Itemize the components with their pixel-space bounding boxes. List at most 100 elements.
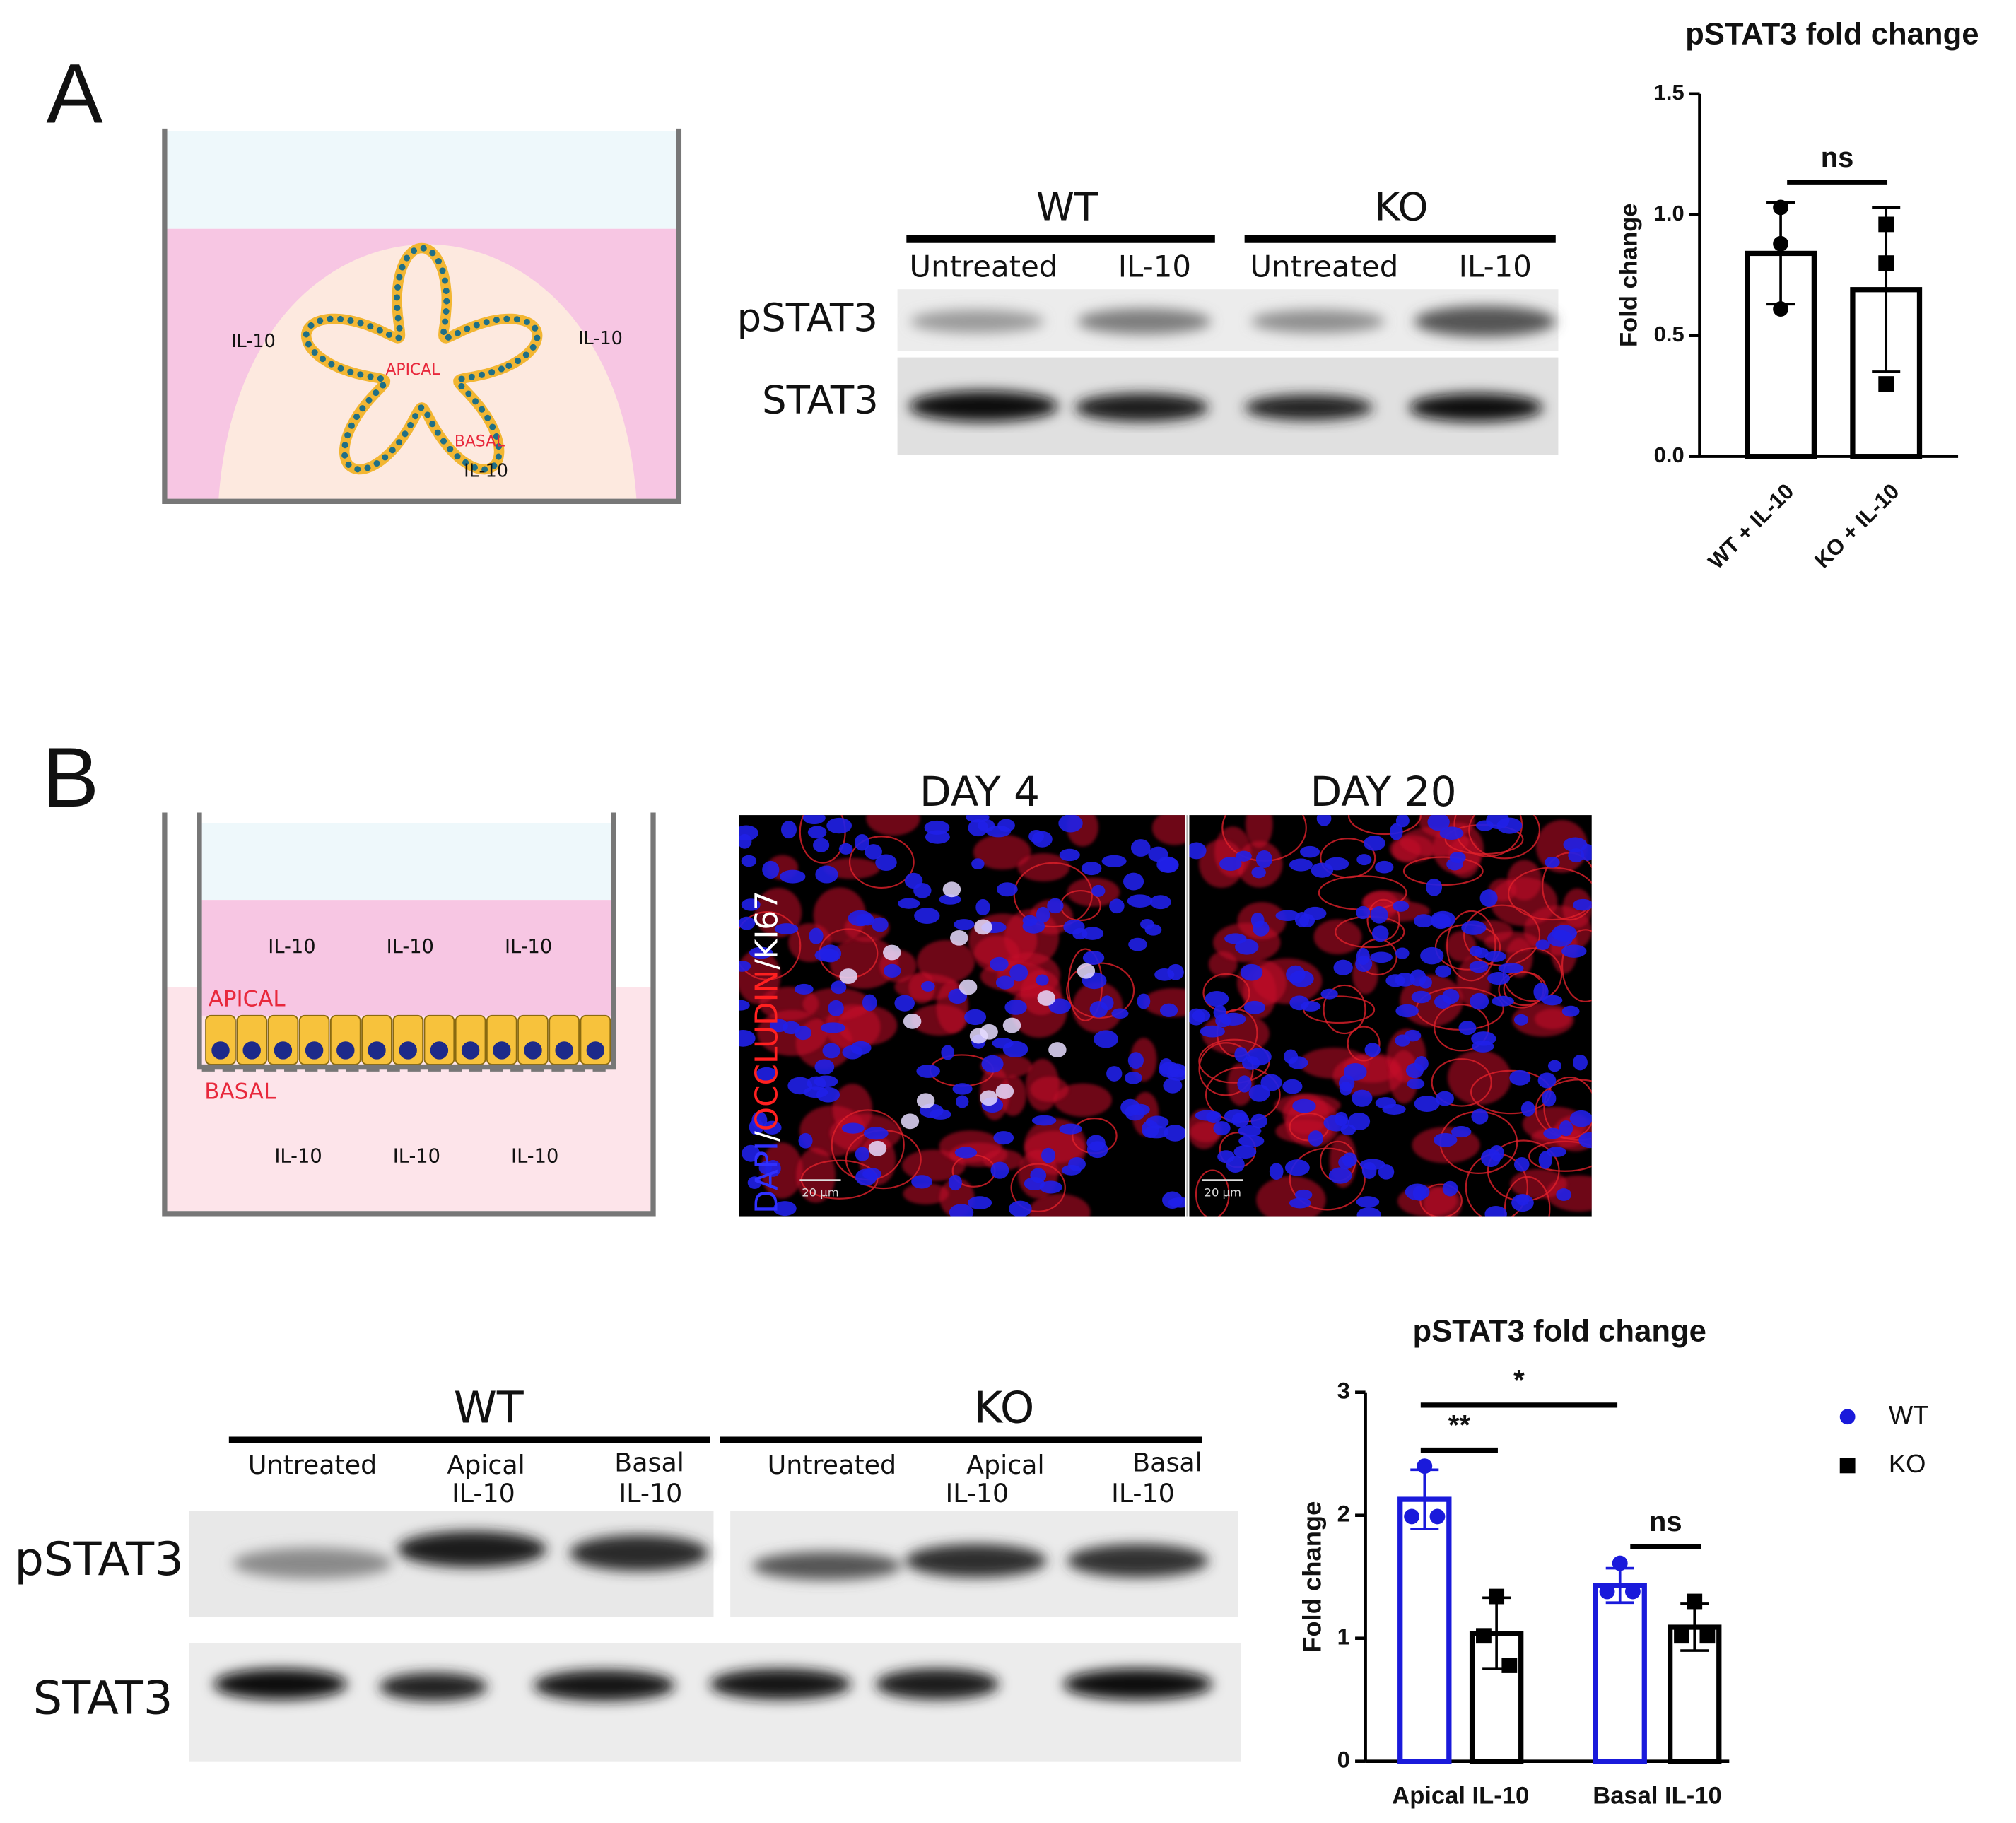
nucleus [1412, 1185, 1426, 1201]
band [910, 310, 1044, 334]
nucleus [1382, 1103, 1406, 1115]
y-tick-label: 2 [1337, 1500, 1350, 1526]
nucleus [819, 944, 842, 963]
nucleus [1213, 1004, 1226, 1020]
nucleus [1375, 860, 1394, 874]
nucleus [1479, 889, 1498, 907]
legend-marker [1839, 1458, 1856, 1474]
nucleus [981, 1055, 1004, 1073]
nucleus [1371, 925, 1389, 942]
stain: KI67 [749, 891, 785, 959]
cytoplasm [917, 939, 975, 983]
nucleus [1127, 894, 1153, 908]
x-tick-label: WT + IL-10 [1704, 479, 1799, 574]
cytoplasm [1017, 853, 1070, 882]
nucleus [1299, 845, 1320, 858]
nucleus [838, 843, 853, 855]
nucleus [948, 1174, 962, 1191]
ki67-nucleus [839, 968, 857, 984]
junction [1468, 815, 1541, 860]
lane-label: Basal [1132, 1448, 1202, 1478]
nucleus [739, 960, 751, 972]
lane-label: Basal [614, 1448, 684, 1478]
scale-label: 20 µm [802, 1185, 838, 1199]
junction [848, 836, 915, 889]
nucleus [1435, 1091, 1454, 1106]
nucleus [1219, 857, 1242, 871]
nucleus [997, 882, 1018, 897]
y-tick-label: 1.5 [1654, 80, 1684, 105]
nucleus [430, 1041, 449, 1060]
nucleus [1100, 995, 1114, 1011]
junction [1434, 1004, 1489, 1052]
nucleus [1533, 983, 1549, 1001]
data-point [1699, 1628, 1716, 1644]
stain: OCCLUDIN [749, 970, 785, 1132]
label: IL-10 [393, 1145, 440, 1167]
nucleus [1352, 1089, 1373, 1107]
cytoplasm [1053, 1083, 1112, 1117]
nucleus [997, 819, 1015, 832]
lane-label: Untreated [248, 1450, 377, 1480]
medium-top [201, 823, 611, 901]
cytoplasm [761, 1142, 803, 1199]
junction [1195, 1169, 1230, 1217]
nucleus [1339, 1081, 1352, 1096]
group-label: WT [454, 1382, 524, 1433]
nucleus [1435, 965, 1452, 978]
nucleus [939, 894, 961, 905]
nucleus [1545, 856, 1560, 868]
nucleus [978, 819, 995, 832]
nucleus [1250, 1113, 1267, 1129]
data-point [1878, 255, 1894, 271]
cytoplasm [1512, 1002, 1574, 1037]
data-point [1489, 1588, 1505, 1605]
nucleus [1002, 1041, 1028, 1058]
nucleus [763, 1120, 782, 1135]
junction [1402, 856, 1484, 886]
transwell-schematic: IL-10 IL-10 IL-10 APICAL BASAL IL-10 IL-… [162, 812, 656, 1217]
nucleus [952, 1083, 973, 1095]
nucleus [1484, 951, 1506, 962]
nucleus [739, 1029, 756, 1047]
nucleus [1081, 927, 1104, 940]
y-tick-label: 3 [1337, 1377, 1350, 1403]
nucleus [274, 1041, 293, 1060]
nucleus [863, 1127, 889, 1140]
nucleus [1364, 1043, 1381, 1057]
band [533, 1670, 675, 1701]
nucleus [1233, 1144, 1257, 1159]
stain-label: DAPI/OCCLUDIN/KI67 [749, 891, 785, 1214]
nucleus [1395, 1034, 1410, 1047]
nucleus [1513, 1014, 1529, 1026]
nucleus [336, 1041, 355, 1060]
data-point [1612, 1555, 1628, 1571]
data-point [1501, 1658, 1518, 1673]
nucleus [1109, 898, 1125, 914]
nucleus [1414, 1056, 1429, 1072]
nucleus [739, 916, 756, 930]
nucleus [1559, 1120, 1573, 1137]
data-point [1429, 1508, 1446, 1525]
ki67-nucleus [974, 919, 992, 935]
nucleus [741, 898, 761, 911]
ki67-nucleus [1037, 990, 1056, 1006]
nucleus [1292, 1098, 1316, 1113]
x-tick-label: Apical IL-10 [1392, 1783, 1529, 1810]
nucleus [1149, 895, 1171, 910]
nucleus [1289, 1197, 1311, 1209]
legend-label: WT [1889, 1400, 1929, 1429]
nucleus [1004, 1000, 1027, 1015]
y-axis-label: Fold change [1615, 203, 1642, 346]
nucleus [1442, 989, 1460, 1004]
nucleus [739, 1000, 750, 1011]
cytoplasm [1484, 932, 1540, 953]
label: IL-10 [274, 1145, 322, 1167]
nucleus [1487, 972, 1511, 985]
nucleus [975, 898, 990, 916]
cytoplasm [973, 834, 1031, 870]
nucleus [1123, 872, 1144, 891]
organoid-schematic: IL-10 IL-10 APICAL BASAL IL-10 [162, 128, 682, 504]
band [379, 1672, 488, 1701]
